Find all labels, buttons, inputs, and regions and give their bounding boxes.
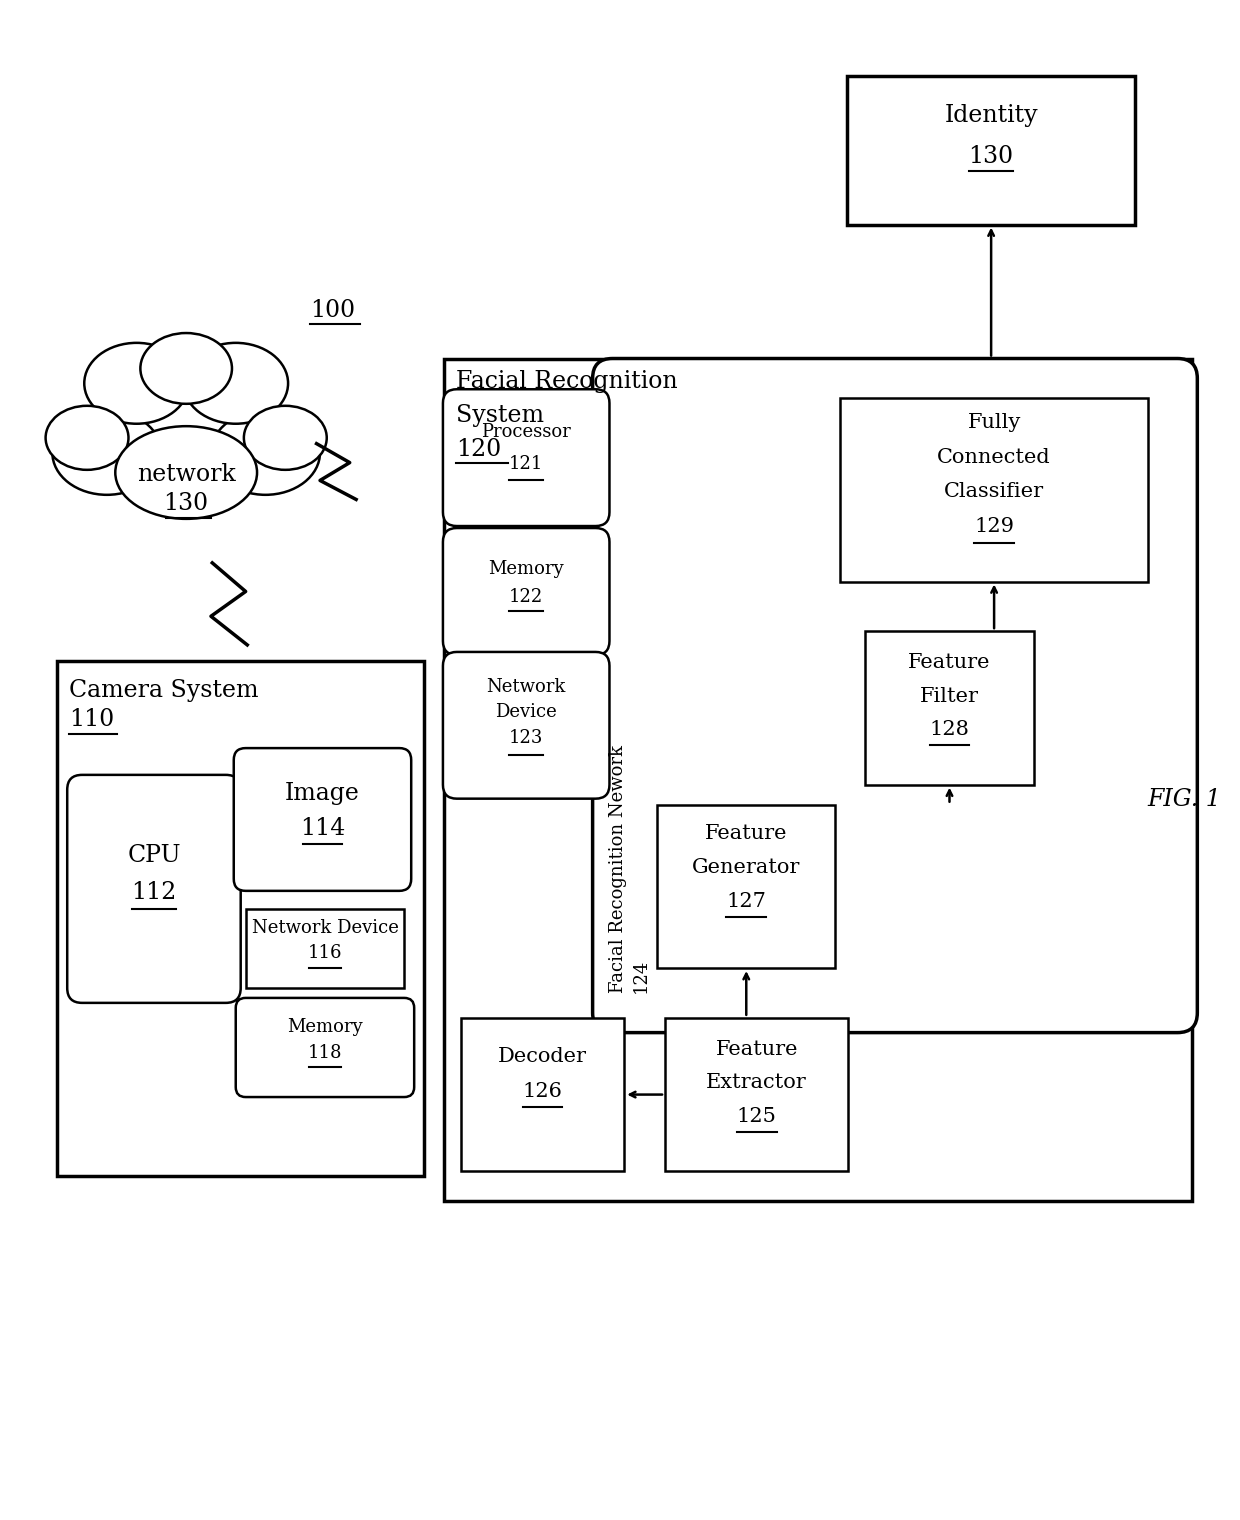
Text: 120: 120 — [456, 438, 501, 461]
Text: 116: 116 — [308, 944, 342, 962]
FancyBboxPatch shape — [443, 527, 610, 655]
Text: Extractor: Extractor — [707, 1073, 807, 1093]
FancyBboxPatch shape — [234, 748, 412, 891]
Text: 129: 129 — [975, 517, 1014, 537]
Text: 130: 130 — [968, 146, 1013, 169]
Bar — [246, 909, 404, 988]
Ellipse shape — [115, 426, 257, 518]
Text: 122: 122 — [510, 588, 543, 605]
Ellipse shape — [211, 410, 320, 496]
Text: 118: 118 — [308, 1044, 342, 1061]
Bar — [461, 1018, 624, 1172]
Ellipse shape — [140, 333, 232, 404]
Text: Network Device: Network Device — [252, 918, 398, 936]
Text: 100: 100 — [310, 299, 355, 322]
Bar — [841, 398, 1148, 582]
Text: 114: 114 — [300, 818, 345, 841]
Bar — [847, 76, 1135, 225]
Ellipse shape — [52, 410, 161, 496]
Text: Connected: Connected — [937, 448, 1052, 467]
Text: Identity: Identity — [945, 103, 1038, 126]
FancyBboxPatch shape — [443, 389, 610, 526]
Text: Feature: Feature — [715, 1040, 797, 1058]
Text: 127: 127 — [727, 892, 766, 910]
Text: Classifier: Classifier — [944, 482, 1044, 502]
Bar — [444, 359, 1193, 1201]
Ellipse shape — [104, 369, 268, 496]
Text: 110: 110 — [69, 708, 114, 731]
Text: 124: 124 — [632, 959, 650, 993]
FancyBboxPatch shape — [593, 359, 1198, 1032]
Ellipse shape — [46, 406, 129, 470]
Text: FIG. 1: FIG. 1 — [1148, 789, 1221, 812]
FancyBboxPatch shape — [443, 652, 610, 798]
Bar — [657, 804, 836, 968]
Text: CPU: CPU — [128, 844, 181, 868]
Text: Fully: Fully — [967, 413, 1021, 432]
FancyBboxPatch shape — [67, 775, 241, 1003]
Text: network: network — [136, 462, 236, 485]
Text: 128: 128 — [930, 720, 970, 739]
Text: System: System — [456, 404, 544, 427]
Text: 121: 121 — [508, 454, 543, 473]
Text: Feature: Feature — [706, 824, 787, 844]
Text: Feature: Feature — [908, 654, 991, 672]
Bar — [57, 661, 424, 1176]
Text: Processor: Processor — [481, 423, 572, 441]
Text: Facial Recognition Nework: Facial Recognition Nework — [609, 745, 627, 993]
Text: Network: Network — [486, 678, 565, 696]
Text: 126: 126 — [522, 1082, 563, 1100]
Text: Generator: Generator — [692, 859, 801, 877]
Ellipse shape — [84, 344, 188, 424]
Text: Memory: Memory — [489, 559, 564, 578]
Bar — [866, 631, 1034, 784]
Bar — [665, 1018, 848, 1172]
Text: Decoder: Decoder — [498, 1047, 587, 1067]
Text: Image: Image — [285, 781, 360, 804]
Text: Facial Recognition: Facial Recognition — [456, 371, 677, 394]
Text: Memory: Memory — [288, 1018, 363, 1035]
Text: Filter: Filter — [920, 687, 980, 705]
Ellipse shape — [244, 406, 327, 470]
Text: 125: 125 — [737, 1107, 776, 1126]
Text: 123: 123 — [508, 730, 543, 748]
Text: 112: 112 — [131, 882, 176, 904]
FancyBboxPatch shape — [236, 999, 414, 1097]
Ellipse shape — [184, 344, 288, 424]
Text: Camera System: Camera System — [69, 679, 259, 702]
Text: Device: Device — [495, 704, 557, 722]
Text: 130: 130 — [164, 492, 208, 515]
